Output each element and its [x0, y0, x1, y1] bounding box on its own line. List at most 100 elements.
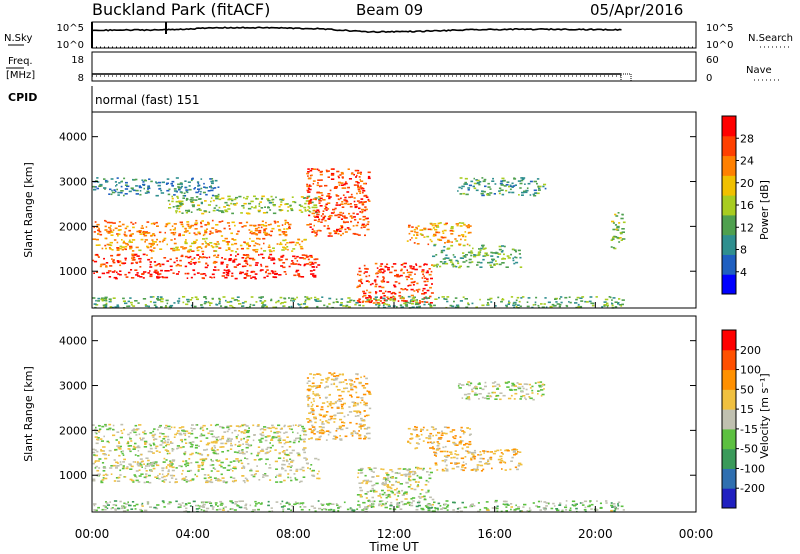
data-cell [591, 503, 594, 506]
data-cell [95, 244, 99, 246]
data-cell [245, 508, 248, 510]
data-cell [245, 262, 248, 264]
data-cell [464, 183, 468, 185]
data-cell [353, 402, 357, 405]
data-cell [176, 204, 180, 207]
data-cell [489, 188, 492, 190]
data-cell [405, 275, 409, 278]
data-cell [161, 480, 165, 482]
data-cell [340, 171, 344, 174]
data-cell [250, 200, 254, 203]
data-cell [414, 447, 417, 450]
data-cell [453, 256, 456, 258]
data-cell [97, 229, 101, 232]
data-cell [543, 303, 546, 305]
data-cell [190, 224, 194, 227]
data-cell [462, 296, 465, 298]
data-cell [495, 251, 498, 254]
data-cell [360, 201, 363, 203]
data-cell [168, 465, 173, 468]
data-cell [361, 419, 365, 422]
data-cell [471, 505, 473, 508]
data-cell [118, 182, 121, 184]
data-cell [166, 270, 170, 272]
data-cell [291, 459, 295, 462]
data-cell [211, 441, 215, 444]
data-cell [339, 438, 343, 440]
data-cell [259, 428, 262, 431]
data-cell [235, 437, 238, 440]
data-cell [150, 180, 153, 183]
data-cell [235, 233, 239, 235]
data-cell [129, 478, 133, 481]
data-cell [579, 297, 583, 299]
data-cell [500, 251, 504, 253]
data-cell [292, 263, 296, 265]
data-cell [445, 470, 449, 472]
data-cell [309, 211, 312, 213]
data-cell [458, 222, 461, 224]
data-cell [432, 428, 436, 431]
data-cell [375, 283, 378, 286]
data-cell [265, 475, 269, 477]
data-cell [411, 267, 415, 270]
data-cell [221, 427, 225, 429]
data-cell [186, 464, 190, 467]
data-cell [421, 269, 425, 271]
data-cell [548, 502, 550, 505]
data-cell [161, 467, 165, 469]
data-cell [174, 238, 176, 240]
data-cell [308, 188, 312, 191]
data-cell [332, 208, 336, 211]
data-cell [191, 204, 195, 206]
data-cell [363, 437, 367, 440]
data-cell [501, 258, 504, 260]
data-cell [105, 262, 109, 264]
data-cell [337, 216, 341, 218]
data-cell [377, 270, 380, 273]
data-cell [319, 300, 322, 302]
data-cell [220, 442, 224, 445]
data-cell [266, 427, 270, 429]
data-cell [298, 243, 301, 246]
data-cell [142, 181, 145, 183]
data-cell [529, 397, 533, 400]
data-cell [531, 385, 534, 388]
data-cell [415, 237, 418, 239]
data-cell [313, 416, 317, 419]
data-cell [418, 438, 421, 440]
data-cell [620, 305, 623, 307]
data-cell [261, 428, 264, 430]
data-cell [372, 302, 376, 304]
data-cell [238, 500, 241, 503]
data-cell [372, 471, 375, 473]
data-cell [324, 396, 328, 399]
data-cell [115, 465, 119, 467]
data-cell [183, 479, 186, 481]
data-cell [342, 194, 345, 196]
data-cell [229, 425, 233, 427]
data-cell [352, 212, 355, 215]
data-cell [282, 239, 286, 242]
data-cell [511, 182, 514, 185]
data-cell [138, 433, 141, 436]
data-cell [119, 247, 122, 250]
data-cell [415, 508, 419, 511]
data-cell [113, 270, 116, 272]
data-cell [230, 275, 234, 277]
data-cell [496, 505, 499, 508]
data-cell [397, 506, 401, 508]
data-cell [515, 256, 518, 259]
data-cell [128, 239, 131, 242]
data-cell [109, 241, 113, 244]
data-cell [254, 500, 257, 503]
data-cell [164, 231, 166, 234]
data-cell [137, 450, 140, 452]
data-cell [221, 211, 225, 214]
data-cell [257, 209, 261, 212]
data-cell [532, 193, 535, 196]
data-cell [467, 384, 471, 387]
data-cell [434, 228, 438, 231]
data-cell [159, 444, 163, 446]
data-cell [355, 176, 357, 178]
